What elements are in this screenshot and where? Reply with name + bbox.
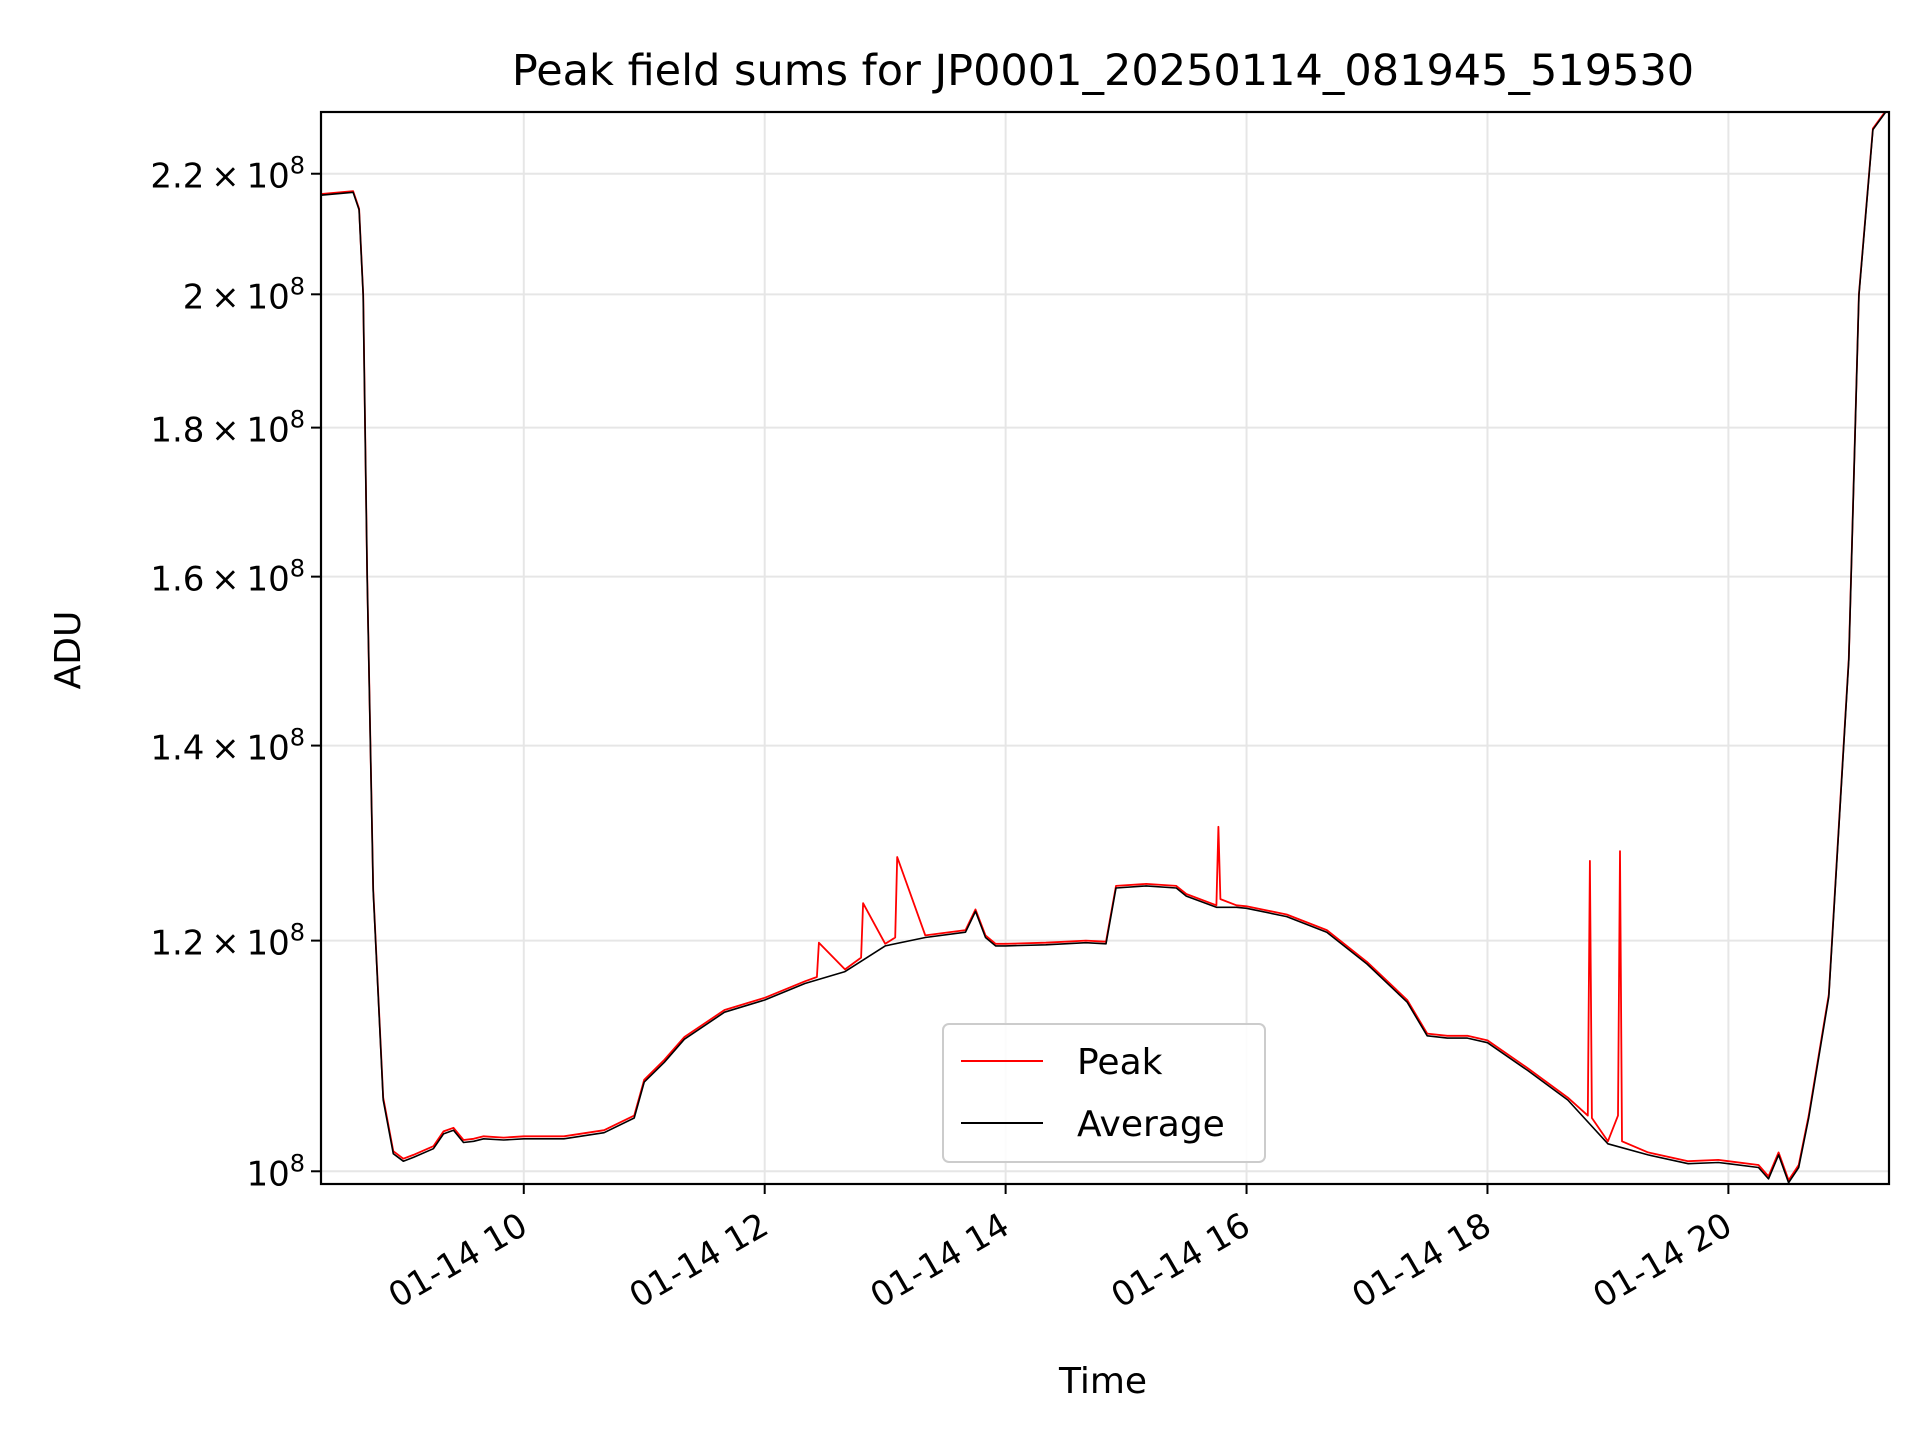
- series-layer: [321, 112, 1887, 1184]
- grid: [321, 112, 1889, 1184]
- y-tick-label: 2.2 × 108: [150, 152, 305, 197]
- y-tick-label: 108: [246, 1149, 305, 1194]
- y-tick-label: 2 × 108: [183, 272, 305, 317]
- legend-peak-label: Peak: [1077, 1042, 1163, 1083]
- legend-box: [942, 1023, 1266, 1163]
- chart-title: Peak field sums for JP0001_20250114_0819…: [512, 46, 1694, 96]
- y-tick-label: 1.8 × 108: [150, 406, 305, 451]
- plot-area-border: [319, 110, 1891, 1186]
- series-line-peak: [321, 112, 1887, 1182]
- y-tick-label: 1.6 × 108: [150, 555, 305, 600]
- legend: Peak Average: [942, 1023, 1266, 1163]
- x-axis-label: Time: [1058, 1361, 1147, 1402]
- legend-average-label: Average: [1077, 1104, 1225, 1145]
- y-axis: 108 1.2 × 108 1.4 × 108 1.6 × 108 1.8 × 108 2…: [150, 152, 321, 1194]
- y-tick-label: 1.2 × 108: [150, 919, 305, 964]
- y-tick-label: 1.4 × 108: [150, 724, 305, 769]
- y-axis-label: ADU: [48, 611, 89, 690]
- series-line-average: [321, 112, 1887, 1184]
